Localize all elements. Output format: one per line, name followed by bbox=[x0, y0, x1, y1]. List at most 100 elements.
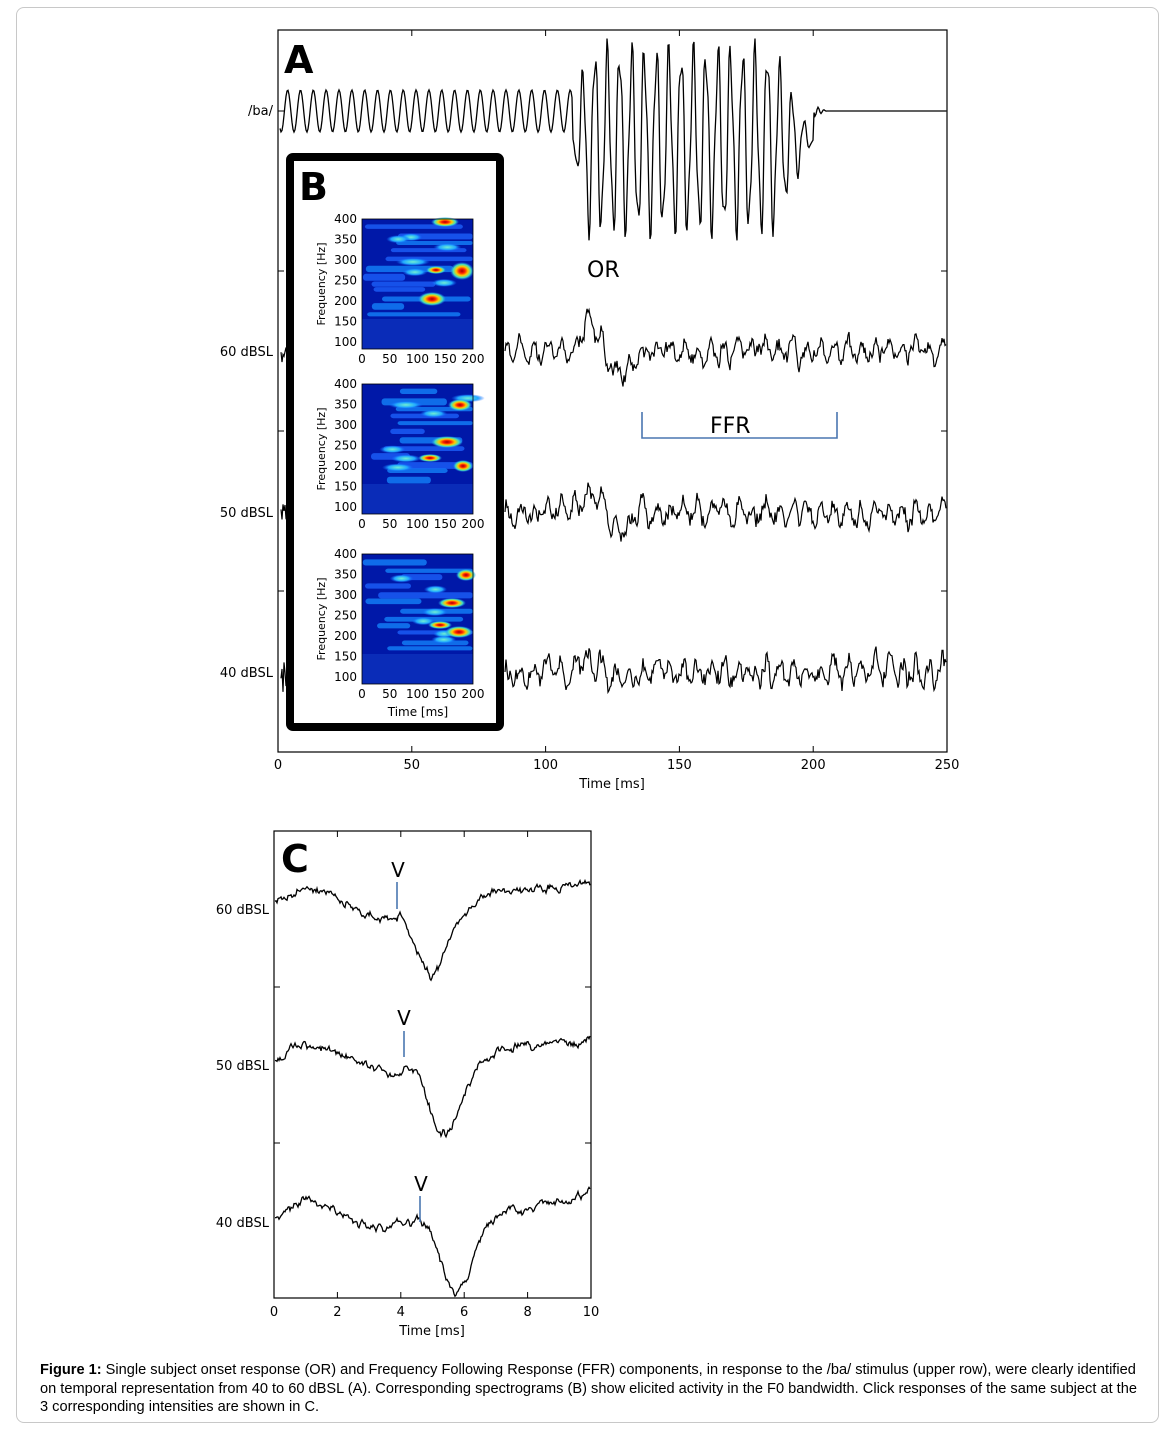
row-label-60: 60 dBSL bbox=[220, 345, 274, 360]
spectrogram-y-tick-label: 150 bbox=[334, 650, 357, 664]
panel-a-x-tick-label: 200 bbox=[801, 758, 826, 773]
ffr-label: FFR bbox=[710, 414, 751, 439]
panel-c-x-tick-label: 6 bbox=[460, 1305, 468, 1320]
spectrogram-x-tick-label: 100 bbox=[406, 517, 429, 531]
spectrogram-band-highlight bbox=[420, 409, 448, 418]
spectrogram-y-tick-label: 100 bbox=[334, 335, 357, 349]
spectrogram-y-tick-label: 250 bbox=[334, 274, 357, 288]
spectrogram-band bbox=[371, 281, 436, 287]
row-label-50: 50 dBSL bbox=[220, 506, 274, 521]
spectrogram-x-tick-label: 100 bbox=[406, 352, 429, 366]
spectrogram-hotspot bbox=[445, 626, 473, 638]
spectrogram-band-highlight bbox=[431, 278, 457, 287]
figure-caption: Figure 1: Single subject onset response … bbox=[40, 1361, 1140, 1417]
spectrogram-hotspot bbox=[418, 454, 442, 462]
spectrogram-x-tick-label: 150 bbox=[434, 352, 457, 366]
panel-c-x-tick-label: 2 bbox=[333, 1305, 341, 1320]
spectrogram-band bbox=[365, 598, 422, 605]
spectrogram-frame bbox=[361, 553, 474, 685]
click-trace-40-dbsl bbox=[274, 1186, 591, 1298]
figure-svg: A /ba/ 60 dBSL 50 dBSL 40 dBSL OR FFR 0 5… bbox=[216, 29, 960, 1339]
spectrogram-band bbox=[365, 583, 412, 589]
panel-a: A /ba/ 60 dBSL 50 dBSL 40 dBSL OR FFR 0 5… bbox=[220, 29, 960, 792]
spectrogram-frame bbox=[361, 383, 474, 515]
spectrogram-band bbox=[386, 476, 431, 484]
panel-a-x-tick-label: 150 bbox=[667, 758, 692, 773]
spectrogram-band-highlight bbox=[396, 257, 430, 266]
spectrogram-hotspot bbox=[431, 217, 459, 227]
spectrogram-band-highlight bbox=[386, 235, 411, 244]
spectrogram-y-tick-label: 200 bbox=[334, 294, 357, 308]
spectrogram-y-tick-label: 200 bbox=[334, 629, 357, 643]
spectrogram-x-tick-label: 50 bbox=[382, 517, 397, 531]
spectrogram-band-highlight bbox=[433, 243, 462, 252]
panel-c: C 60 dBSL 50 dBSL 40 dBSL V V V 0 2 4 6 8 10 … bbox=[216, 830, 599, 1339]
spectrogram-band-highlight bbox=[411, 617, 435, 626]
spectrogram-y-axis-title: Frequency [Hz] bbox=[315, 408, 328, 491]
spectrogram-y-tick-label: 100 bbox=[334, 670, 357, 684]
panel-c-x-tick-label: 8 bbox=[523, 1305, 531, 1320]
spectrogram-band bbox=[377, 623, 411, 629]
spectrogram-frame bbox=[361, 218, 474, 350]
spectrogram-x-tick-label: 150 bbox=[434, 687, 457, 701]
spectrogram-low-band bbox=[362, 654, 473, 684]
spectrogram-hotspot bbox=[450, 262, 474, 280]
panel-a-x-tick-label: 100 bbox=[533, 758, 558, 773]
spectrogram-hotspot bbox=[418, 292, 446, 306]
panel-a-x-tick-label: 250 bbox=[935, 758, 960, 773]
spectrogram-band bbox=[362, 273, 406, 281]
panel-c-x-ticks: 0 2 4 6 8 10 bbox=[270, 831, 599, 1320]
spectrogram-y-tick-label: 150 bbox=[334, 315, 357, 329]
spectrogram-band bbox=[373, 287, 426, 292]
spectrogram-band bbox=[396, 240, 473, 246]
spectrogram-band bbox=[399, 388, 438, 394]
spectrogram-y-tick-label: 250 bbox=[334, 609, 357, 623]
panel-a-x-ticks: 0 50 100 150 200 250 bbox=[274, 30, 960, 773]
row-label-40: 40 dBSL bbox=[220, 666, 274, 681]
panel-a-axes bbox=[277, 29, 948, 753]
click-trace-60-dbsl bbox=[274, 878, 591, 982]
spectrogram-band bbox=[390, 428, 425, 435]
spectrogram-y-tick-label: 400 bbox=[334, 377, 357, 391]
spectrogram-x-tick-label: 50 bbox=[382, 687, 397, 701]
spectrogram-y-tick-label: 300 bbox=[334, 588, 357, 602]
spectrogram-band bbox=[367, 312, 461, 317]
spectrogram-y-axis-title: Frequency [Hz] bbox=[315, 578, 328, 661]
panel-a-x-title: Time [ms] bbox=[578, 777, 645, 792]
panel-c-x-tick-label: 10 bbox=[583, 1305, 600, 1320]
spectrogram-x-tick-label: 0 bbox=[358, 352, 366, 366]
spectrogram-x-tick-label: 0 bbox=[358, 687, 366, 701]
panel-c-axes bbox=[273, 830, 592, 1299]
spectrogram-band-highlight bbox=[391, 454, 421, 463]
spectrogram-low-band bbox=[362, 484, 473, 514]
spectrogram-y-tick-label: 400 bbox=[334, 547, 357, 561]
spectrogram-y-tick-label: 100 bbox=[334, 500, 357, 514]
or-label: OR bbox=[587, 258, 620, 283]
click-trace-50-dbsl bbox=[274, 1035, 591, 1139]
spectrogram-y-tick-label: 250 bbox=[334, 439, 357, 453]
spectrogram-hotspot bbox=[426, 266, 446, 274]
spectrogram-x-tick-label: 200 bbox=[462, 517, 485, 531]
spectrogram-x-tick-label: 200 bbox=[462, 352, 485, 366]
spectrogram-y-tick-label: 150 bbox=[334, 480, 357, 494]
spectrogram-x-tick-label: 200 bbox=[462, 687, 485, 701]
panel-c-x-title: Time [ms] bbox=[398, 1324, 465, 1339]
spectrogram-y-tick-label: 300 bbox=[334, 253, 357, 267]
panel-a-letter: A bbox=[284, 38, 314, 82]
ffr-bracket bbox=[641, 412, 838, 439]
spectrogram-band bbox=[385, 568, 473, 573]
stimulus-label: /ba/ bbox=[248, 104, 274, 119]
spectrogram-y-tick-label: 300 bbox=[334, 418, 357, 432]
panel-a-x-tick-label: 0 bbox=[274, 758, 282, 773]
spectrogram-x-axis-title: Time [ms] bbox=[387, 705, 449, 719]
trace-stimulus-ba bbox=[279, 38, 946, 241]
c-row-label-50: 50 dBSL bbox=[216, 1059, 270, 1074]
figure-frame bbox=[16, 7, 1159, 1423]
panel-c-x-tick-label: 0 bbox=[270, 1305, 278, 1320]
spectrogram-y-axis-title: Frequency [Hz] bbox=[315, 243, 328, 326]
